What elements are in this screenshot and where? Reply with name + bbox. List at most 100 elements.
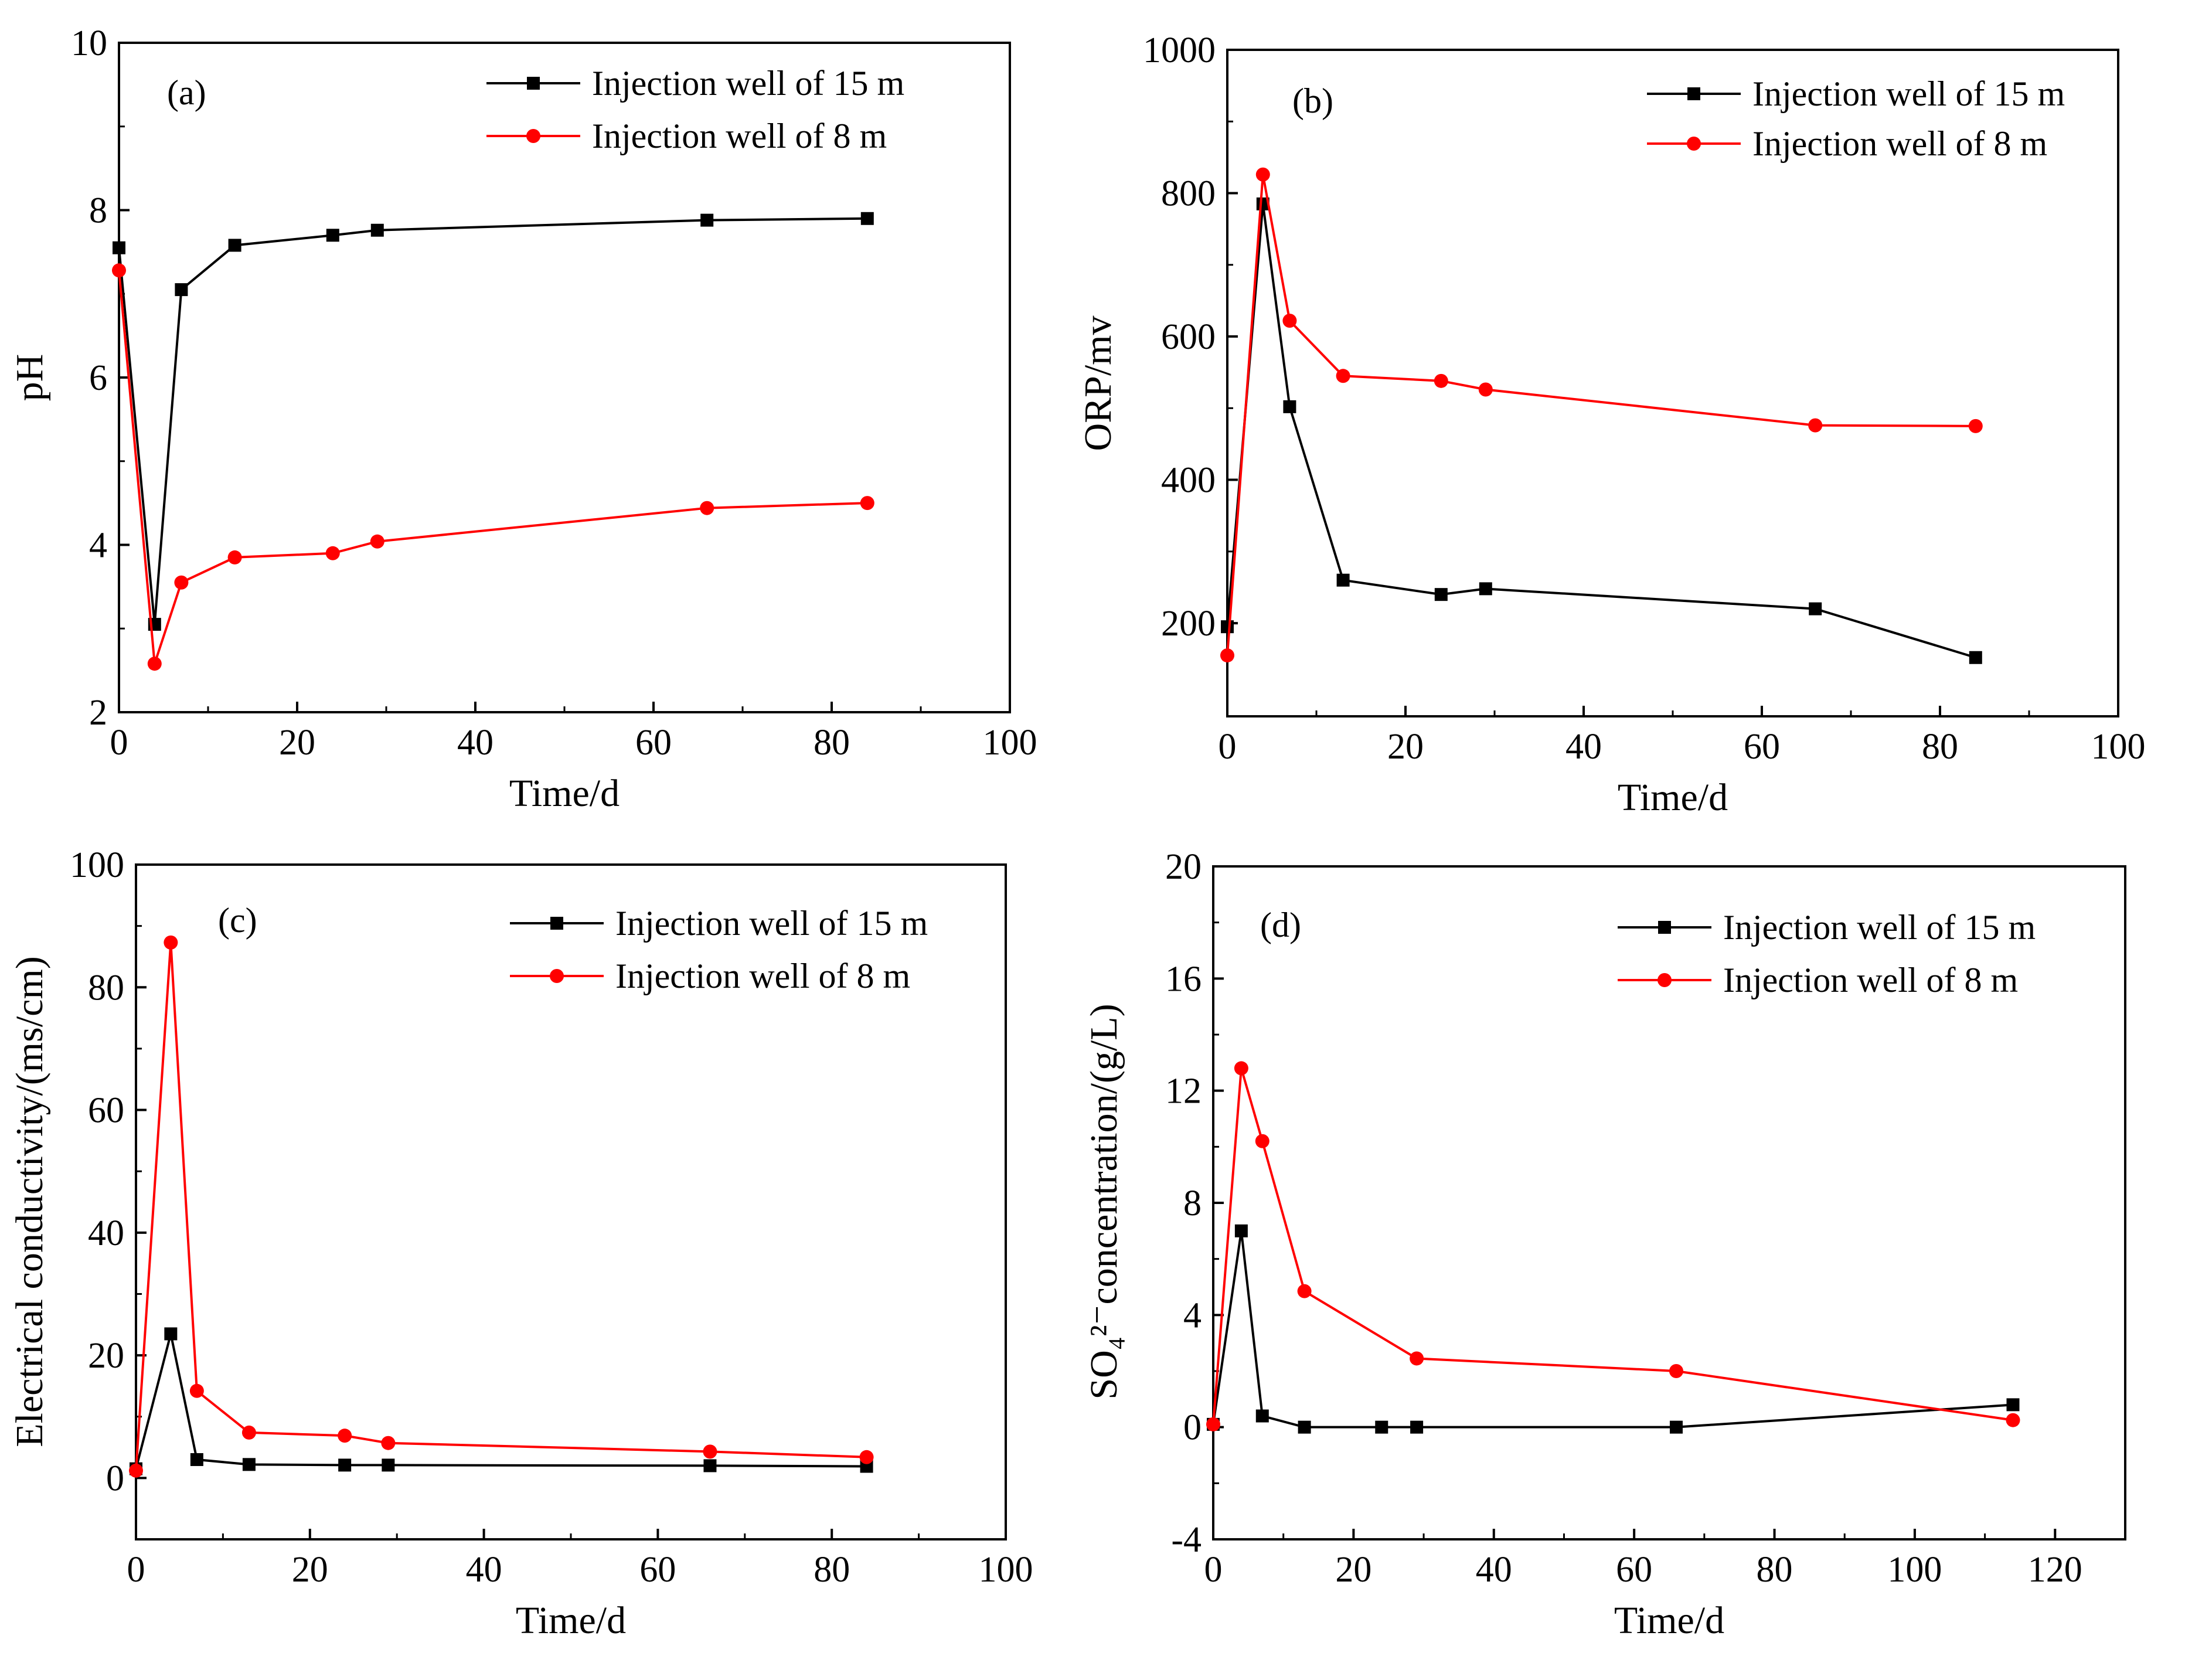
y-tick-label: 1000 bbox=[1143, 30, 1216, 70]
x-tick-label: 0 bbox=[1219, 727, 1237, 767]
y-tick-label: 400 bbox=[1161, 461, 1216, 501]
x-tick-label: 40 bbox=[1565, 727, 1602, 767]
data-point bbox=[1283, 400, 1296, 413]
x-tick-label: 100 bbox=[979, 1550, 1033, 1590]
series-line bbox=[135, 1333, 867, 1470]
chart-panel-b: 0 20 40 60 80 100 200 400 600 800 1000 Time/d ORP/mv… bbox=[1077, 30, 2146, 819]
data-point bbox=[147, 657, 162, 671]
series-8m bbox=[129, 935, 874, 1478]
y-tick-label: 20 bbox=[88, 1336, 124, 1376]
legend-entry: Injection well of 8 m bbox=[1752, 124, 2047, 163]
data-point bbox=[1968, 419, 1983, 433]
x-tick-label: 100 bbox=[2091, 727, 2146, 767]
y-tick-label: 4 bbox=[89, 526, 107, 566]
series-line bbox=[135, 942, 867, 1471]
x-tick-label: 0 bbox=[127, 1550, 145, 1590]
legend: Injection well of 15 m Injection well of … bbox=[486, 64, 904, 155]
series-8m bbox=[1220, 167, 1983, 663]
data-point bbox=[381, 1436, 396, 1450]
data-point bbox=[325, 546, 340, 560]
y-tick-label: 40 bbox=[88, 1213, 124, 1253]
y-axis-title: Electrical conductivity/(ms/cm) bbox=[8, 956, 51, 1447]
legend-marker bbox=[1687, 87, 1700, 100]
data-point bbox=[860, 212, 874, 225]
legend-marker bbox=[527, 77, 540, 90]
x-axis-title: Time/d bbox=[516, 1599, 626, 1642]
y-tick-label: 80 bbox=[88, 968, 124, 1008]
x-tick-label: 40 bbox=[457, 723, 494, 763]
legend-marker bbox=[1658, 921, 1671, 934]
legend-entry: Injection well of 15 m bbox=[1752, 74, 2065, 113]
data-point bbox=[700, 213, 714, 227]
y-axis-title: SO₄²⁻concentration/(g/L) bbox=[1083, 1004, 1125, 1399]
legend-entry: Injection well of 8 m bbox=[1723, 961, 2018, 999]
data-point bbox=[1336, 573, 1350, 587]
panel-label: (b) bbox=[1292, 81, 1333, 120]
x-tick-label: 20 bbox=[292, 1550, 328, 1590]
legend-entry: Injection well of 8 m bbox=[615, 957, 910, 995]
x-tick-label: 40 bbox=[466, 1550, 502, 1590]
data-point bbox=[859, 1450, 874, 1464]
x-tick-label: 20 bbox=[1335, 1550, 1371, 1590]
x-axis-title: Time/d bbox=[1618, 776, 1728, 819]
series-line bbox=[1226, 203, 1976, 659]
data-point bbox=[1479, 582, 1492, 596]
data-point bbox=[700, 501, 714, 515]
legend-marker bbox=[526, 129, 540, 143]
data-point bbox=[703, 1459, 717, 1472]
legend-marker bbox=[550, 917, 563, 930]
x-tick-label: 80 bbox=[1922, 727, 1958, 767]
y-tick-label: 8 bbox=[89, 191, 107, 231]
data-point bbox=[189, 1383, 204, 1398]
data-point bbox=[1669, 1364, 1683, 1378]
data-point bbox=[1410, 1420, 1424, 1434]
legend-entry: Injection well of 15 m bbox=[1723, 908, 2036, 947]
x-tick-label: 20 bbox=[1387, 727, 1424, 767]
data-point bbox=[1375, 1420, 1388, 1434]
series-8m bbox=[1206, 1061, 2020, 1431]
legend: Injection well of 15 m Injection well of … bbox=[510, 904, 928, 995]
legend: Injection well of 15 m Injection well of … bbox=[1647, 74, 2065, 163]
y-tick-label: 0 bbox=[1183, 1408, 1202, 1448]
y-tick-label: 800 bbox=[1161, 174, 1216, 214]
data-point bbox=[190, 1453, 203, 1466]
x-tick-label: 80 bbox=[814, 723, 850, 763]
series-line bbox=[118, 270, 867, 664]
data-point bbox=[1969, 651, 1982, 664]
x-tick-label: 80 bbox=[814, 1550, 850, 1590]
y-tick-label: 10 bbox=[71, 23, 107, 63]
x-tick-label: 0 bbox=[1204, 1550, 1223, 1590]
y-tick-label: 600 bbox=[1161, 317, 1216, 357]
x-tick-label: 60 bbox=[635, 723, 672, 763]
data-point bbox=[174, 575, 189, 590]
x-tick-label: 60 bbox=[1616, 1550, 1652, 1590]
data-point bbox=[113, 241, 125, 254]
series-line bbox=[1212, 1230, 2013, 1429]
data-point bbox=[1282, 314, 1297, 328]
y-tick-label: -4 bbox=[1171, 1520, 1202, 1560]
y-axis-title: pH bbox=[8, 354, 51, 402]
legend-entry: Injection well of 15 m bbox=[615, 904, 928, 943]
x-tick-label: 40 bbox=[1476, 1550, 1512, 1590]
data-point bbox=[129, 1463, 143, 1478]
chart-panel-d: 0 20 40 60 80 100 120-4048121620Time/dSO₄²⁻con… bbox=[1083, 847, 2126, 1642]
legend: Injection well of 15 m Injection well of … bbox=[1618, 908, 2036, 999]
data-point bbox=[1478, 382, 1493, 397]
series-line bbox=[1226, 174, 1976, 656]
data-point bbox=[112, 263, 126, 278]
y-tick-label: 200 bbox=[1161, 604, 1216, 644]
data-point bbox=[1669, 1420, 1683, 1434]
legend-marker bbox=[1658, 973, 1672, 987]
series-15m bbox=[1221, 197, 1982, 664]
data-point bbox=[1434, 373, 1448, 388]
data-point bbox=[228, 239, 241, 252]
series-15m bbox=[113, 212, 874, 631]
y-tick-label: 100 bbox=[70, 845, 124, 885]
data-point bbox=[175, 283, 188, 297]
x-axis-title: Time/d bbox=[509, 772, 620, 815]
x-tick-label: 60 bbox=[639, 1550, 676, 1590]
data-point bbox=[1410, 1351, 1424, 1366]
data-point bbox=[1220, 648, 1234, 663]
y-tick-label: 8 bbox=[1183, 1184, 1202, 1223]
